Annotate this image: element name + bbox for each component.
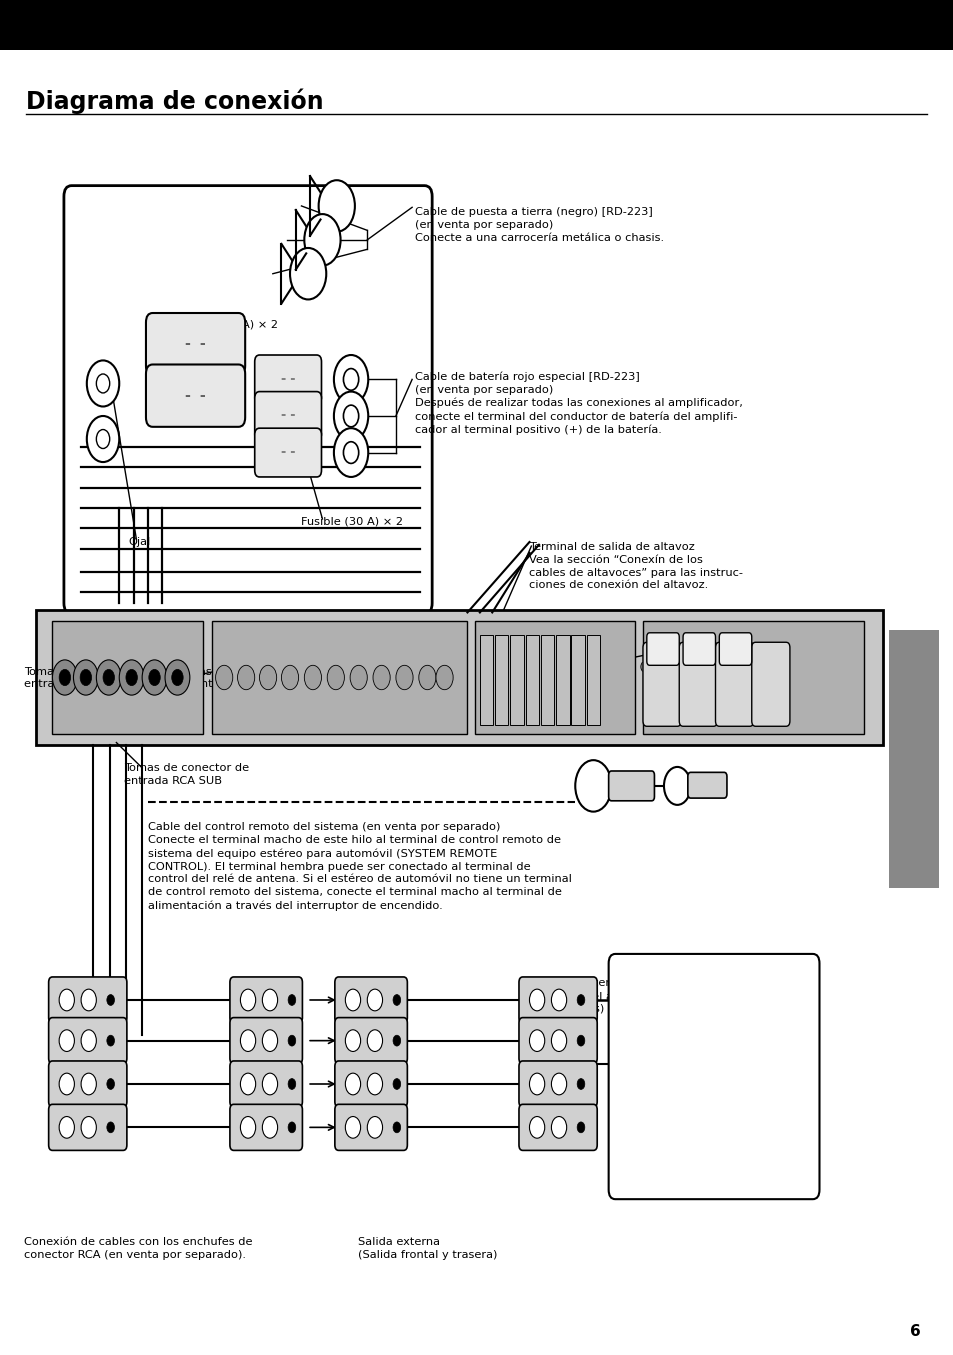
Circle shape: [343, 405, 358, 427]
Circle shape: [103, 669, 114, 686]
Text: Diagrama de conexión: Diagrama de conexión: [26, 88, 323, 114]
Text: =  =: = =: [280, 450, 295, 455]
FancyBboxPatch shape: [254, 428, 321, 477]
Circle shape: [367, 1073, 382, 1095]
Circle shape: [281, 665, 298, 690]
Text: Ojal: Ojal: [129, 537, 151, 546]
FancyBboxPatch shape: [49, 977, 127, 1023]
Circle shape: [395, 665, 413, 690]
FancyBboxPatch shape: [146, 364, 245, 427]
Bar: [510, 635, 523, 725]
Circle shape: [418, 665, 436, 690]
FancyBboxPatch shape: [518, 1018, 597, 1064]
Circle shape: [345, 1073, 360, 1095]
Circle shape: [575, 760, 611, 812]
Circle shape: [96, 430, 110, 449]
Circle shape: [577, 1122, 584, 1133]
Circle shape: [81, 1117, 96, 1138]
Circle shape: [262, 1117, 277, 1138]
Circle shape: [290, 248, 326, 299]
Circle shape: [577, 1079, 584, 1089]
FancyBboxPatch shape: [335, 977, 407, 1023]
Text: ESPAÑOL: ESPAÑOL: [906, 729, 920, 789]
FancyBboxPatch shape: [230, 1018, 302, 1064]
Circle shape: [529, 989, 544, 1011]
FancyBboxPatch shape: [518, 977, 597, 1023]
Circle shape: [59, 1073, 74, 1095]
FancyBboxPatch shape: [254, 392, 321, 440]
Circle shape: [663, 767, 690, 805]
FancyBboxPatch shape: [49, 1104, 127, 1150]
Circle shape: [240, 1117, 255, 1138]
FancyBboxPatch shape: [335, 1104, 407, 1150]
FancyBboxPatch shape: [642, 642, 680, 726]
FancyBboxPatch shape: [719, 633, 751, 665]
FancyBboxPatch shape: [230, 1061, 302, 1107]
Circle shape: [240, 1073, 255, 1095]
FancyBboxPatch shape: [230, 1104, 302, 1150]
Circle shape: [350, 665, 367, 690]
FancyBboxPatch shape: [64, 186, 432, 614]
Text: Fusible (25 A) × 3: Fusible (25 A) × 3: [596, 661, 698, 671]
Circle shape: [240, 1030, 255, 1051]
Text: Cable de batería rojo especial [RD-223]
(en venta por separado)
Después de reali: Cable de batería rojo especial [RD-223] …: [415, 371, 742, 435]
Circle shape: [529, 1073, 544, 1095]
Circle shape: [529, 1117, 544, 1138]
Circle shape: [288, 1035, 295, 1046]
FancyBboxPatch shape: [230, 977, 302, 1023]
FancyBboxPatch shape: [608, 771, 654, 801]
FancyBboxPatch shape: [608, 954, 819, 1199]
Circle shape: [119, 660, 144, 695]
Bar: [586, 635, 599, 725]
Circle shape: [81, 989, 96, 1011]
Bar: [475, 621, 635, 734]
Circle shape: [52, 660, 77, 695]
FancyBboxPatch shape: [518, 1061, 597, 1107]
FancyBboxPatch shape: [146, 313, 245, 375]
Circle shape: [373, 665, 390, 690]
Circle shape: [107, 1035, 114, 1046]
Circle shape: [334, 392, 368, 440]
Circle shape: [80, 669, 91, 686]
Text: Salida externa
(Salida del altavoz de
subgraves): Salida externa (Salida del altavoz de su…: [541, 978, 664, 1014]
Bar: [556, 635, 569, 725]
Circle shape: [59, 1117, 74, 1138]
Circle shape: [288, 995, 295, 1005]
Circle shape: [87, 416, 119, 462]
Text: Fusible (30 A) × 2: Fusible (30 A) × 2: [176, 320, 278, 329]
FancyBboxPatch shape: [646, 633, 679, 665]
Circle shape: [345, 1030, 360, 1051]
Circle shape: [262, 1030, 277, 1051]
FancyBboxPatch shape: [886, 615, 940, 902]
Circle shape: [393, 1079, 400, 1089]
Circle shape: [107, 995, 114, 1005]
Circle shape: [81, 1073, 96, 1095]
Circle shape: [107, 1079, 114, 1089]
Circle shape: [149, 669, 160, 686]
Circle shape: [96, 660, 121, 695]
FancyBboxPatch shape: [715, 642, 753, 726]
Circle shape: [237, 665, 254, 690]
Circle shape: [551, 1073, 566, 1095]
Circle shape: [96, 374, 110, 393]
FancyBboxPatch shape: [518, 1104, 597, 1150]
Circle shape: [436, 665, 453, 690]
Text: Salida externa
(Salida frontal y trasera): Salida externa (Salida frontal y trasera…: [357, 1237, 497, 1260]
Circle shape: [367, 1030, 382, 1051]
Circle shape: [262, 989, 277, 1011]
Text: Tomas de conector
de entrada RCA B: Tomas de conector de entrada RCA B: [176, 667, 283, 690]
Circle shape: [87, 360, 119, 406]
FancyBboxPatch shape: [254, 355, 321, 404]
Circle shape: [215, 665, 233, 690]
Circle shape: [126, 669, 137, 686]
Circle shape: [165, 660, 190, 695]
Bar: [52, 621, 203, 734]
Text: Tomas de conector de
entrada RCA SUB: Tomas de conector de entrada RCA SUB: [124, 763, 249, 786]
Circle shape: [393, 1035, 400, 1046]
Circle shape: [343, 369, 358, 390]
Bar: [642, 621, 863, 734]
Text: =    =: = =: [185, 341, 206, 347]
Circle shape: [288, 1122, 295, 1133]
FancyBboxPatch shape: [335, 1018, 407, 1064]
Bar: [479, 635, 493, 725]
